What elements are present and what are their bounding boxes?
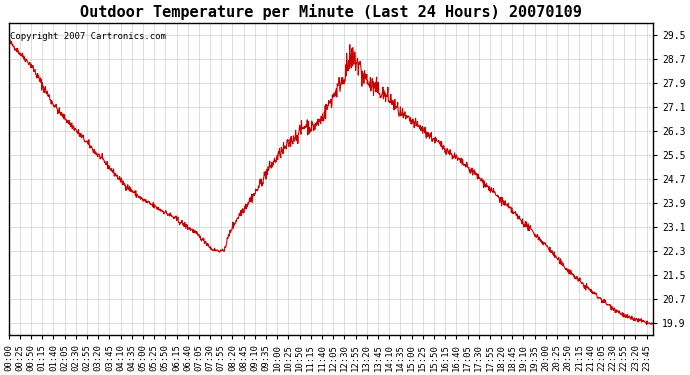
Text: Copyright 2007 Cartronics.com: Copyright 2007 Cartronics.com: [10, 32, 166, 41]
Title: Outdoor Temperature per Minute (Last 24 Hours) 20070109: Outdoor Temperature per Minute (Last 24 …: [80, 4, 582, 20]
